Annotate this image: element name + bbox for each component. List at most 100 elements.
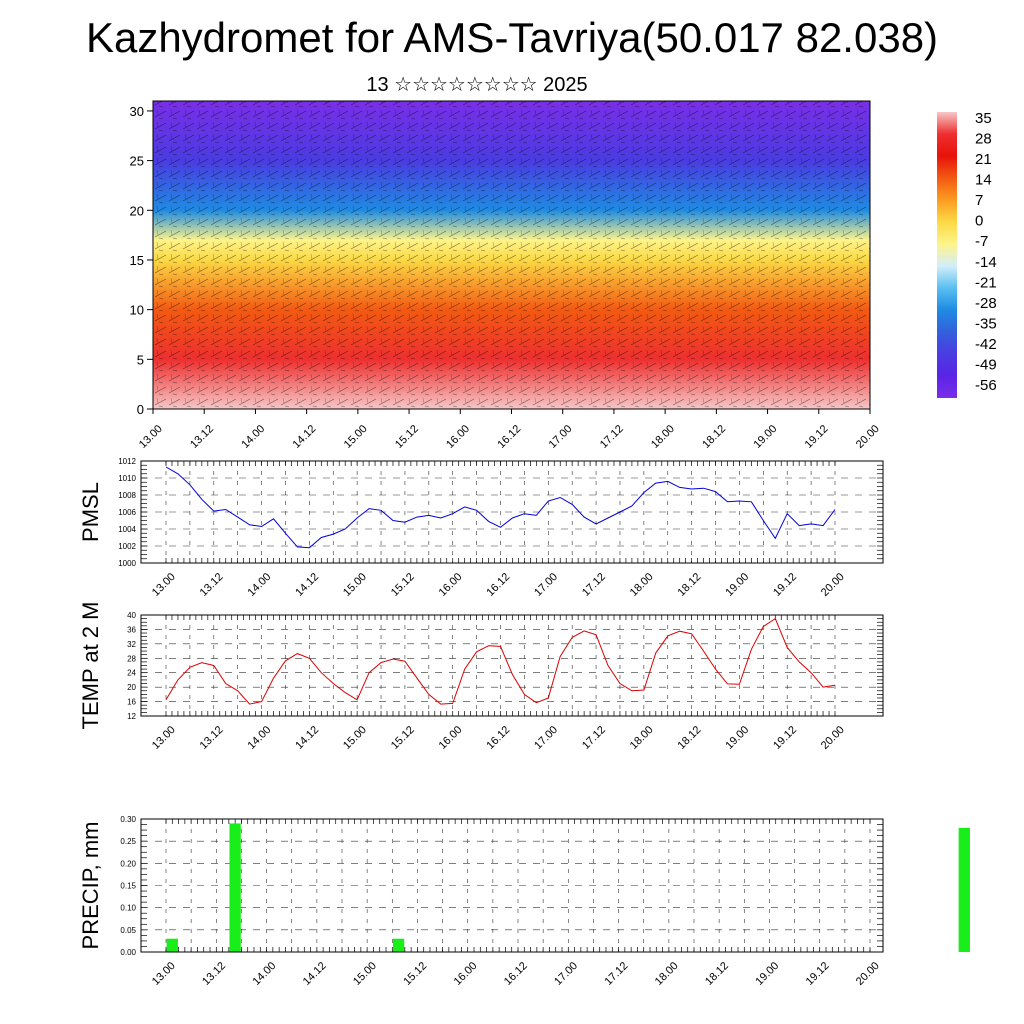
colorbar-label: -56 xyxy=(975,377,997,394)
y-tick-label: 25 xyxy=(130,154,144,169)
x-tick-label: 15.12 xyxy=(393,423,421,451)
y-tick-label: 0.20 xyxy=(120,859,136,868)
x-tick-label: 13.00 xyxy=(150,571,178,599)
y-tick-label: 0 xyxy=(137,402,144,417)
colorbar-strip xyxy=(937,112,957,398)
colorbar-label: -7 xyxy=(975,233,988,250)
x-tick-label: 18.12 xyxy=(703,960,731,988)
y-axis-label: TEMP at 2 M xyxy=(78,602,103,730)
x-tick-label: 19.00 xyxy=(751,423,779,451)
precip-bar xyxy=(166,938,178,952)
y-tick-label: 12 xyxy=(127,712,136,721)
x-tick-label: 15.12 xyxy=(389,724,417,752)
chart-title: Kazhydromet for AMS-Tavriya(50.017 82.03… xyxy=(85,14,939,61)
x-tick-label: 17.00 xyxy=(552,960,580,988)
x-tick-label: 17.00 xyxy=(547,423,575,451)
y-tick-label: 10 xyxy=(130,303,144,318)
series-line xyxy=(165,466,836,549)
x-tick-label: 19.12 xyxy=(771,571,799,599)
x-tick-label: 18.12 xyxy=(700,423,728,451)
x-tick-label: 17.00 xyxy=(532,724,560,752)
x-tick-label: 13.12 xyxy=(198,571,226,599)
x-tick-label: 16.00 xyxy=(437,724,465,752)
chart-subtitle: 13 ☆☆☆☆☆☆☆☆ 2025 xyxy=(366,74,588,96)
x-tick-label: 19.12 xyxy=(803,423,831,451)
y-tick-label: 28 xyxy=(127,654,136,663)
x-tick-label: 18.00 xyxy=(628,724,656,752)
x-tick-label: 14.00 xyxy=(239,423,267,451)
y-tick-label: 1004 xyxy=(118,525,136,534)
panel-frame xyxy=(140,460,884,564)
x-tick-label: 14.00 xyxy=(245,724,273,752)
y-tick-label: 0.30 xyxy=(120,815,136,824)
y-tick-label: 20 xyxy=(130,203,144,218)
x-tick-label: 13.00 xyxy=(150,724,178,752)
y-tick-label: 32 xyxy=(127,640,136,649)
x-tick-label: 13.00 xyxy=(150,960,178,988)
colorbar-label: 28 xyxy=(975,131,992,148)
x-tick-label: 13.12 xyxy=(198,724,226,752)
y-tick-label: 1000 xyxy=(118,559,136,568)
x-tick-label: 14.00 xyxy=(250,960,278,988)
pmsl-panel: 1000 1002 1004 1006 1008 1010 1012 13.00 13.12 14… xyxy=(78,457,884,599)
x-tick-label: 17.12 xyxy=(598,423,626,451)
x-tick-label: 13.00 xyxy=(137,423,165,451)
x-tick-label: 19.00 xyxy=(753,960,781,988)
y-axis-label: PMSL xyxy=(78,482,103,542)
x-tick-label: 16.00 xyxy=(444,423,472,451)
x-tick-label: 14.12 xyxy=(293,571,321,599)
x-tick-label: 16.12 xyxy=(502,960,530,988)
y-tick-label: 16 xyxy=(127,698,136,707)
x-tick-label: 18.00 xyxy=(649,423,677,451)
temperature-section-panel: 0 5 10 15 20 25 30 13.00 13.12 14.00 14.12 15.00 15.… xyxy=(130,100,882,451)
precip-bar xyxy=(392,938,405,952)
x-tick-label: 20.00 xyxy=(819,724,847,752)
x-tick-label: 17.12 xyxy=(602,960,630,988)
x-tick-label: 20.00 xyxy=(854,960,882,988)
x-tick-label: 19.12 xyxy=(771,724,799,752)
x-tick-label: 13.12 xyxy=(188,423,216,451)
x-tick-label: 14.12 xyxy=(291,423,319,451)
y-tick-label: 0.15 xyxy=(120,882,136,891)
x-tick-label: 16.12 xyxy=(495,423,523,451)
y-tick-label: 24 xyxy=(127,669,136,678)
colorbar-label: 0 xyxy=(975,213,983,230)
colorbar-label: -42 xyxy=(975,336,997,353)
colorbar-label: 7 xyxy=(975,192,983,209)
x-tick-label: 20.00 xyxy=(854,423,882,451)
precip-bar xyxy=(958,827,970,952)
x-tick-label: 16.12 xyxy=(484,571,512,599)
colorbar-label: 14 xyxy=(975,172,992,189)
y-tick-label: 1002 xyxy=(118,542,136,551)
x-tick-label: 19.00 xyxy=(723,571,751,599)
panel-frame xyxy=(140,818,884,953)
wind-vectors-overlay xyxy=(153,101,870,409)
y-tick-label: 5 xyxy=(137,352,144,367)
y-tick-label: 1006 xyxy=(118,508,136,517)
x-tick-label: 18.00 xyxy=(628,571,656,599)
x-tick-label: 15.12 xyxy=(401,960,429,988)
colorbar-label: -21 xyxy=(975,274,997,291)
x-tick-label: 16.00 xyxy=(452,960,480,988)
y-tick-label: 20 xyxy=(127,683,136,692)
colorbar-label: -14 xyxy=(975,254,997,271)
series-line xyxy=(165,617,836,705)
colorbar-label: -28 xyxy=(975,295,997,312)
y-tick-label: 0.05 xyxy=(120,926,136,935)
x-tick-label: 20.00 xyxy=(819,571,847,599)
y-tick-label: 1012 xyxy=(118,457,136,466)
x-tick-label: 13.12 xyxy=(200,960,228,988)
x-tick-label: 17.12 xyxy=(580,724,608,752)
x-tick-label: 15.00 xyxy=(341,724,369,752)
x-tick-label: 14.12 xyxy=(293,724,321,752)
y-tick-label: 0.25 xyxy=(120,837,136,846)
precip-bar xyxy=(229,823,241,952)
x-tick-label: 15.00 xyxy=(342,423,370,451)
x-tick-label: 19.00 xyxy=(723,724,751,752)
precip-panel: 0.00 0.05 0.10 0.15 0.20 0.25 0.30 13.00 13.12 14… xyxy=(78,815,970,988)
panel-frame xyxy=(140,614,884,717)
x-tick-label: 16.12 xyxy=(484,724,512,752)
x-tick-label: 15.00 xyxy=(351,960,379,988)
y-tick-label: 40 xyxy=(127,611,136,620)
x-tick-label: 15.12 xyxy=(389,571,417,599)
